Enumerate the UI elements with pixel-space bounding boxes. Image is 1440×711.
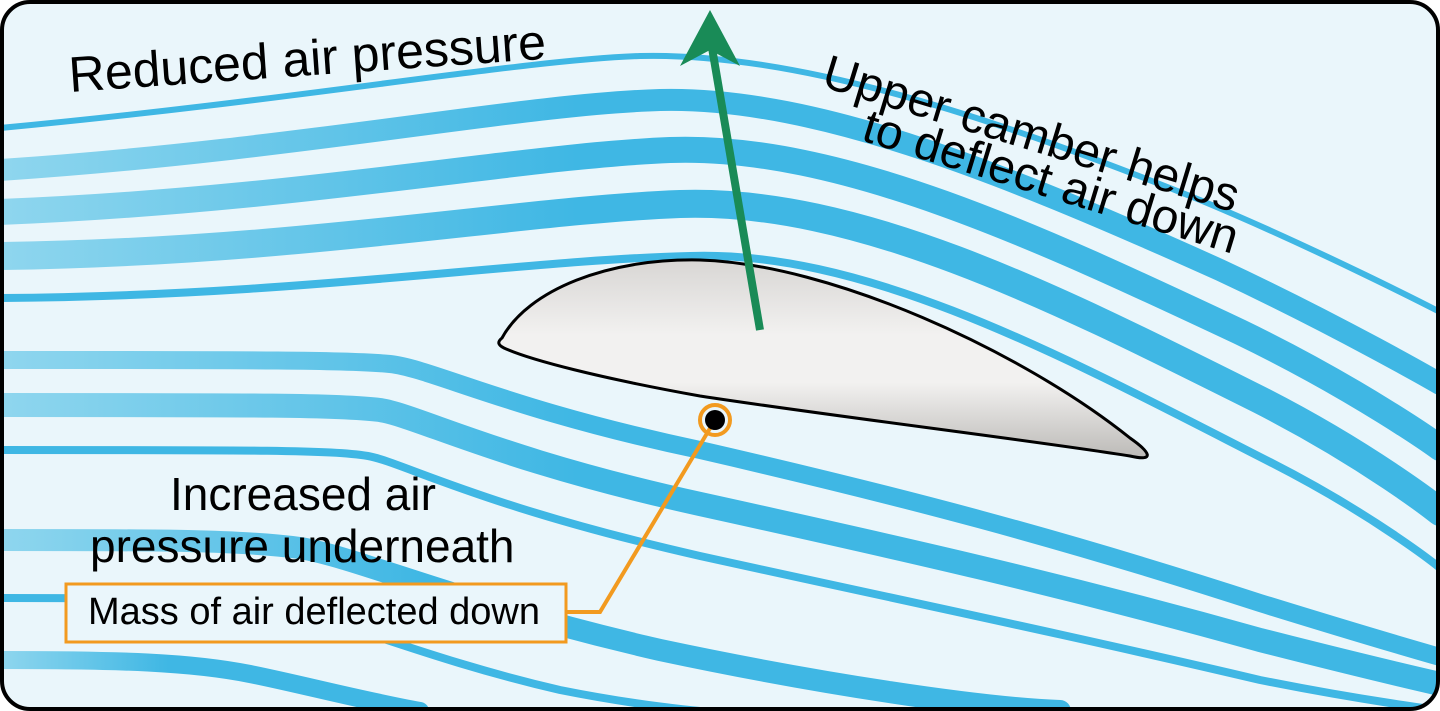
label-mass-deflected: Mass of air deflected down	[88, 591, 540, 633]
airfoil-diagram: Reduced air pressure Upper camber helps …	[0, 0, 1440, 711]
label-increased-pressure-line1: Increased air	[170, 468, 436, 520]
label-increased-pressure-line2: pressure underneath	[90, 520, 515, 572]
